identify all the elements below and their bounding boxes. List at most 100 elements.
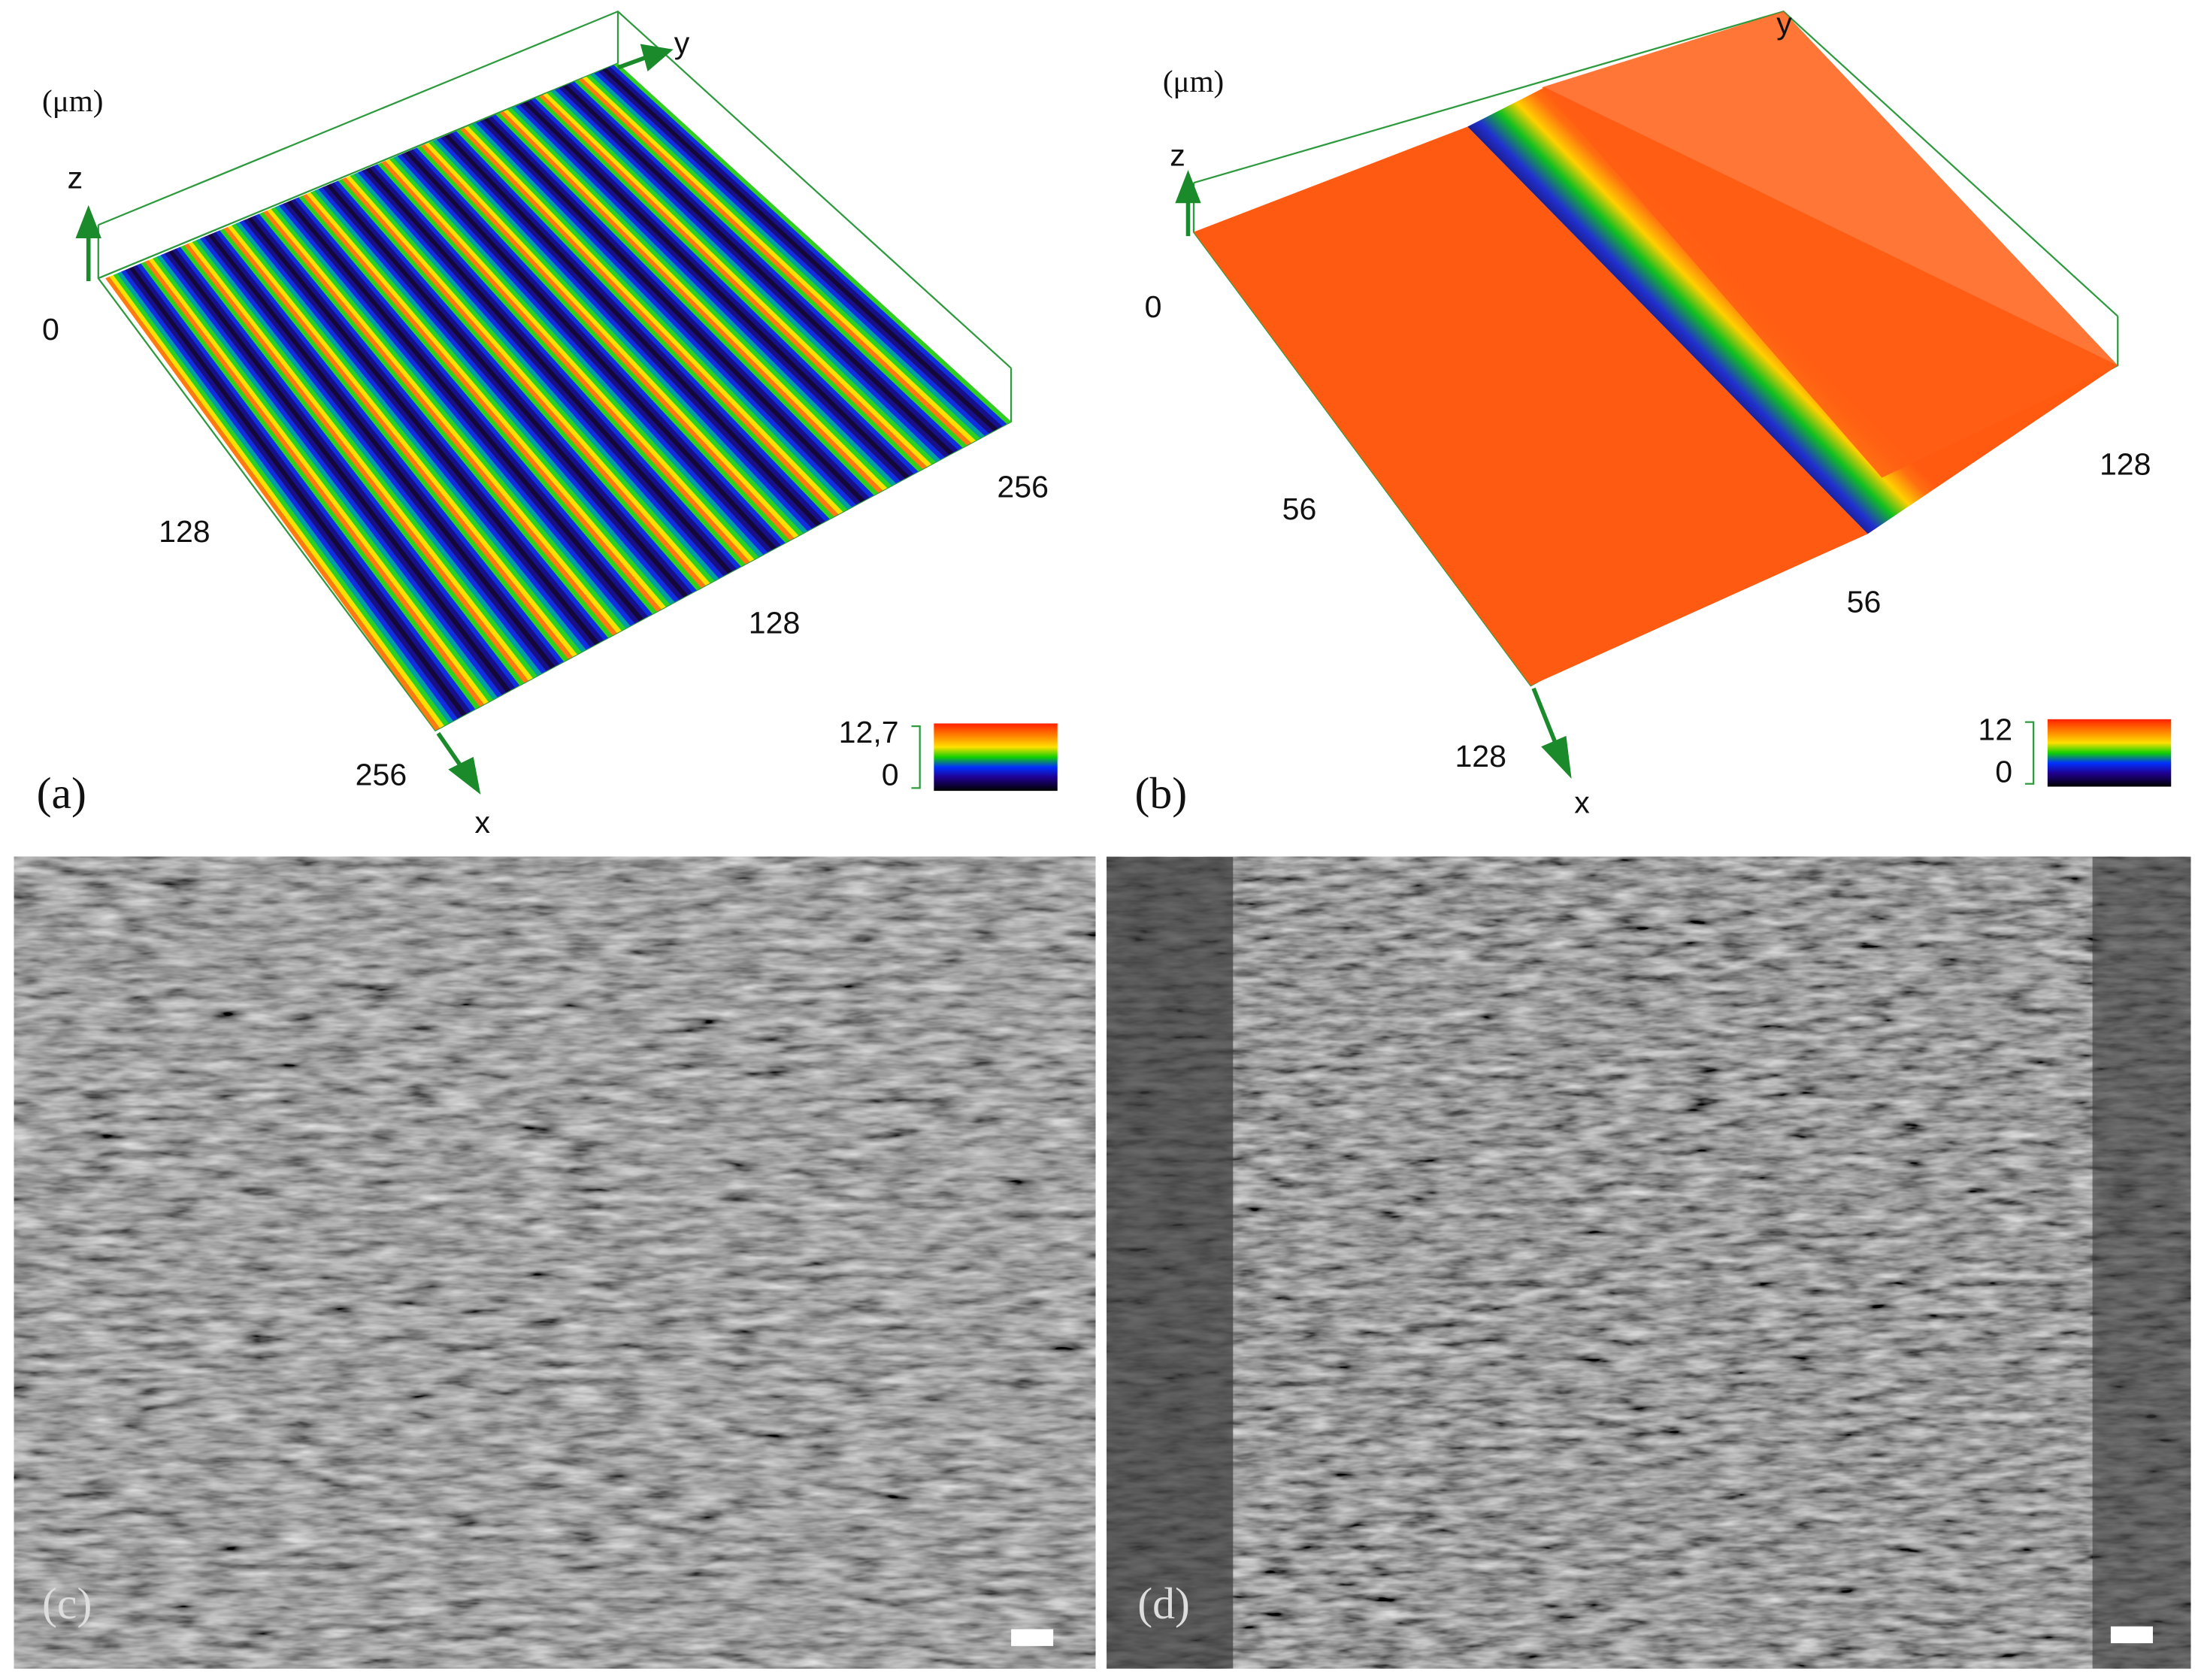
axis-y: y bbox=[674, 26, 690, 60]
stripe bbox=[436, 138, 813, 531]
stripe bbox=[503, 109, 888, 491]
stripe bbox=[357, 171, 724, 579]
stripe bbox=[144, 259, 485, 707]
stripe bbox=[404, 150, 777, 550]
stripe bbox=[283, 201, 640, 624]
stripe bbox=[562, 84, 954, 456]
stripe bbox=[507, 107, 892, 489]
stripe bbox=[223, 226, 574, 659]
stripe bbox=[428, 141, 804, 536]
stripe bbox=[480, 120, 861, 505]
stripe bbox=[460, 128, 839, 517]
stripe bbox=[606, 66, 1003, 429]
axis-x: x bbox=[474, 805, 490, 840]
flat-region bbox=[2092, 856, 2191, 1669]
tick-label: 0 bbox=[42, 312, 59, 347]
panel-b: (μm) z y x 0 56 128 56 128 (b) 12 0 bbox=[1135, 6, 2172, 820]
stripe bbox=[511, 106, 897, 486]
stripe bbox=[278, 204, 635, 626]
panel-label: (c) bbox=[42, 1579, 92, 1628]
stripe bbox=[550, 89, 941, 462]
stripe bbox=[180, 245, 525, 686]
stripe bbox=[132, 265, 471, 714]
stripe bbox=[476, 121, 857, 507]
stripe bbox=[401, 153, 773, 552]
tick-label: 56 bbox=[1282, 492, 1317, 526]
stripe bbox=[274, 205, 631, 628]
stripe bbox=[341, 177, 706, 589]
axis-z: z bbox=[1170, 138, 1185, 172]
stripe bbox=[448, 132, 825, 524]
stripe bbox=[334, 180, 698, 593]
stripe bbox=[247, 216, 600, 645]
stripe bbox=[523, 101, 910, 479]
stripe bbox=[373, 164, 741, 569]
scale-bar bbox=[2110, 1626, 2153, 1644]
colorbar-label: 12 bbox=[1978, 713, 2012, 747]
stripe bbox=[105, 276, 441, 731]
stripe bbox=[160, 253, 502, 698]
stripe bbox=[369, 165, 737, 571]
tick-label: 128 bbox=[159, 514, 210, 549]
stripe bbox=[598, 70, 994, 434]
stripe bbox=[294, 197, 653, 617]
axis-x: x bbox=[1574, 786, 1590, 820]
stripe bbox=[318, 187, 680, 603]
scale-bar bbox=[1011, 1629, 1054, 1646]
unit: (μm) bbox=[1163, 64, 1224, 98]
stripe bbox=[420, 144, 795, 540]
stripe bbox=[262, 210, 618, 636]
stripe bbox=[168, 250, 511, 693]
stripe bbox=[220, 229, 569, 662]
tick-label: 256 bbox=[356, 757, 407, 792]
stripe bbox=[527, 99, 914, 477]
stripe bbox=[204, 235, 551, 671]
stripe bbox=[594, 71, 989, 436]
stripe bbox=[207, 233, 556, 669]
stripe bbox=[468, 124, 848, 512]
stripe bbox=[381, 160, 750, 565]
stripe bbox=[176, 247, 520, 688]
stripe bbox=[227, 225, 577, 657]
stripe bbox=[148, 258, 489, 705]
stripe bbox=[515, 104, 901, 483]
panel-label: (b) bbox=[1135, 768, 1188, 818]
stripe bbox=[571, 81, 963, 450]
stripe bbox=[322, 185, 684, 600]
panel-label: (a) bbox=[37, 768, 86, 818]
stripe bbox=[574, 80, 967, 448]
stripe bbox=[231, 223, 582, 655]
stripe bbox=[153, 256, 494, 702]
stripe bbox=[113, 273, 450, 726]
stripe bbox=[192, 240, 537, 679]
stripe bbox=[251, 215, 604, 643]
stripe bbox=[215, 230, 565, 664]
stripe bbox=[531, 98, 919, 474]
stripe bbox=[125, 268, 462, 719]
stripe bbox=[121, 270, 458, 722]
stripe bbox=[239, 220, 591, 650]
stripe bbox=[109, 274, 445, 728]
stripe bbox=[464, 126, 843, 515]
surface-right bbox=[1542, 11, 2118, 478]
stripe bbox=[259, 212, 613, 638]
stripe bbox=[483, 117, 865, 503]
stripe bbox=[286, 200, 644, 622]
stripe bbox=[432, 139, 808, 534]
stripe bbox=[539, 95, 928, 470]
stripe bbox=[235, 222, 586, 652]
stripe bbox=[338, 179, 701, 591]
stripe bbox=[555, 88, 946, 460]
axis-y: y bbox=[1776, 6, 1792, 41]
stripe bbox=[129, 266, 467, 716]
panel-c: (c) bbox=[14, 856, 1096, 1669]
stripe bbox=[559, 86, 949, 458]
panel-a: (μm) z y x 0 128 256 128 256 (a) 12,7 0 bbox=[37, 10, 1058, 840]
tick-label: 128 bbox=[2100, 446, 2151, 481]
stripe bbox=[440, 136, 817, 529]
tick-label: 128 bbox=[1455, 739, 1506, 773]
stripe bbox=[409, 149, 782, 548]
axis-arrows bbox=[1175, 170, 1572, 779]
stripe bbox=[416, 146, 790, 543]
